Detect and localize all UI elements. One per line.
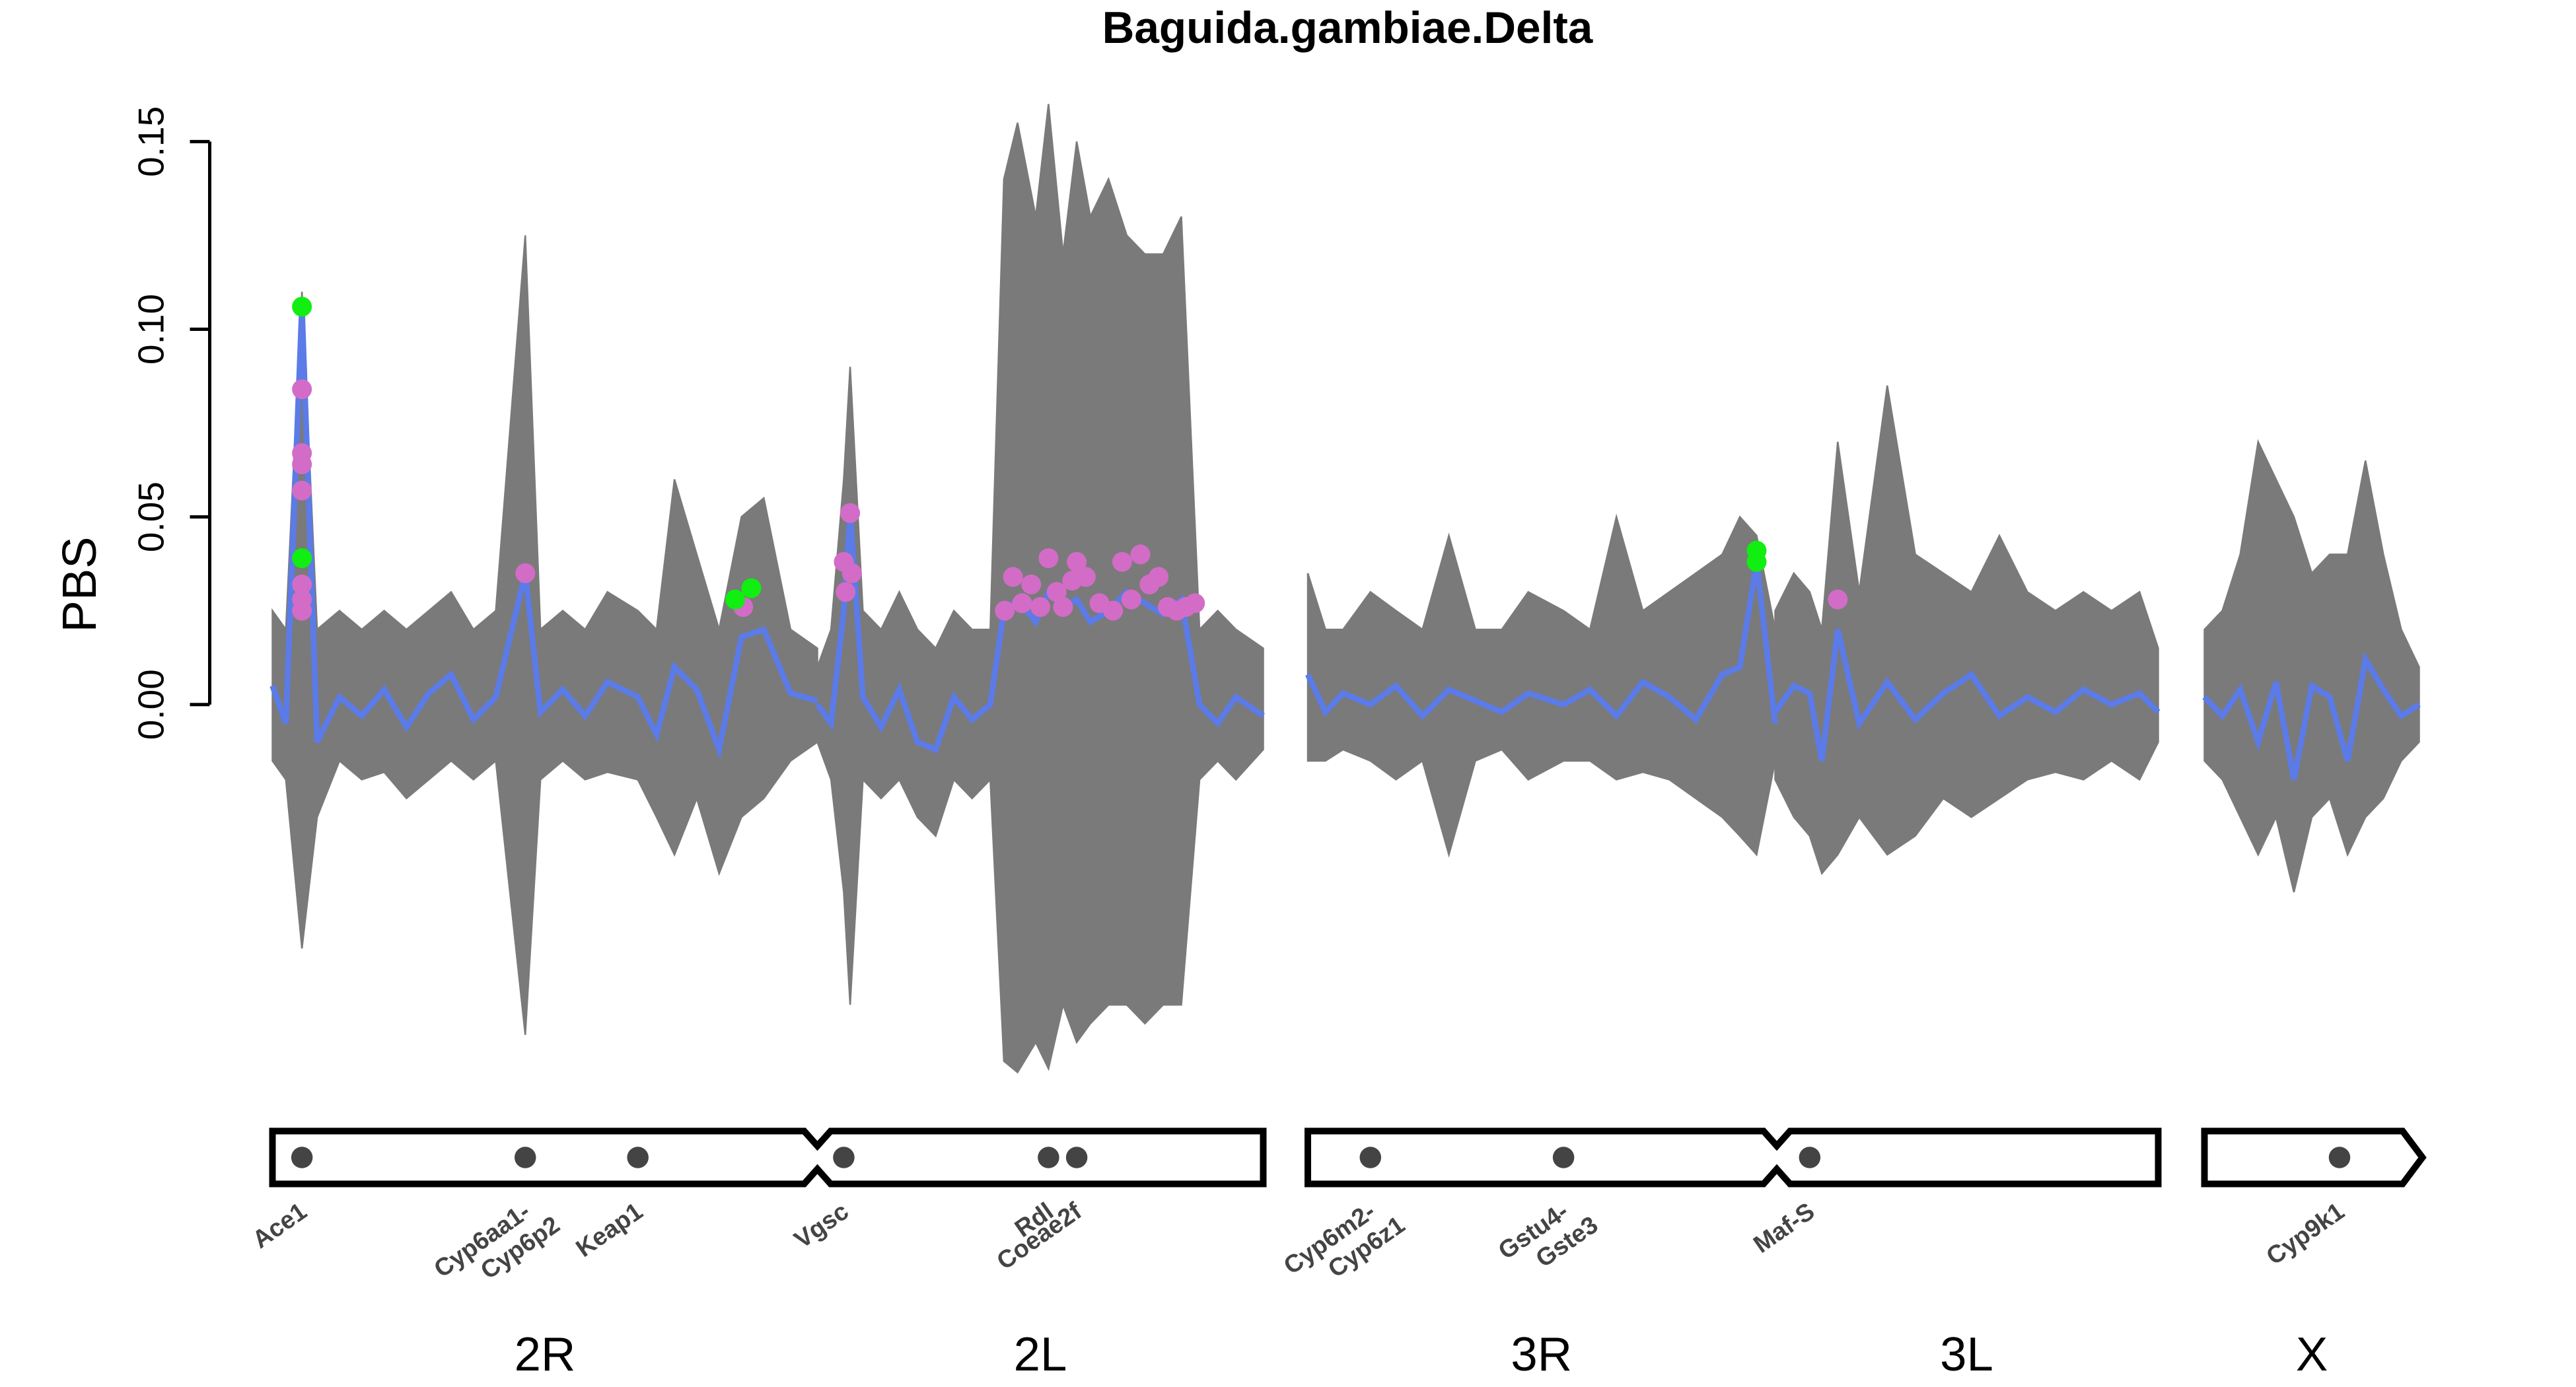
highlight-point (292, 574, 312, 594)
highlight-point (292, 480, 312, 501)
highlight-point (1053, 596, 1073, 617)
highlight-point (292, 379, 312, 400)
gene-marker (2328, 1147, 2351, 1168)
highlight-point (1046, 582, 1067, 602)
y-tick-label: 0.00 (131, 669, 172, 740)
pbs-line (1305, 561, 1778, 725)
gene-label: Cyp6aa1-Cyp6p2 (429, 1188, 565, 1306)
highlight-point (1030, 596, 1050, 617)
gene-marker (1065, 1147, 1088, 1168)
highlight-point (515, 563, 536, 583)
arm-label: 3R (1511, 1328, 1572, 1381)
envelope (2203, 439, 2420, 893)
arm-label: X (2296, 1328, 2328, 1381)
chromosome-2 (269, 1127, 1267, 1188)
highlight-point (1003, 567, 1023, 587)
envelope (1774, 385, 2159, 875)
highlight-point (1149, 567, 1169, 587)
pbs-line (1772, 629, 2161, 762)
arm-label: 2R (515, 1328, 576, 1381)
arm-label: 3L (1940, 1328, 1993, 1381)
envelope (271, 235, 818, 1035)
gene-marker (1359, 1147, 1382, 1168)
gene-label-line: Maf-S (1748, 1197, 1820, 1258)
highlight-point (725, 589, 746, 610)
gene-label-line: Vgsc (789, 1197, 854, 1254)
gene-marker (514, 1147, 536, 1168)
y-axis-label: PBS (53, 536, 106, 632)
highlight-point (292, 454, 312, 475)
y-tick-label: 0.05 (131, 481, 172, 552)
gene-label-line: Keap1 (571, 1197, 647, 1262)
pbs-line (269, 306, 818, 760)
gene-label: Cyp9k1 (2261, 1197, 2349, 1270)
gene-label: Cyp6m2-Cyp6z1 (1279, 1188, 1410, 1302)
highlight-point (836, 582, 856, 602)
gene-label-line: Ace1 (247, 1197, 312, 1254)
highlight-point (1746, 551, 1767, 572)
highlight-point (292, 297, 312, 317)
highlight-point (1021, 574, 1042, 594)
chromosome-x (2201, 1127, 2427, 1188)
gene-marker (833, 1147, 855, 1168)
y-tick-label: 0.10 (131, 294, 172, 365)
highlight-point (1038, 548, 1059, 569)
highlight-point (292, 600, 312, 621)
gene-marker (1552, 1147, 1575, 1168)
highlight-point (1103, 600, 1124, 621)
highlight-point (292, 548, 312, 569)
gene-label-line: Cyp9k1 (2261, 1197, 2349, 1270)
gene-label: Gstu4-Gste3 (1493, 1188, 1602, 1288)
gene-label: Vgsc (789, 1197, 854, 1254)
highlight-point (1012, 593, 1032, 614)
chart-title: Baguida.gambiae.Delta (1102, 3, 1593, 53)
gene-marker (1799, 1147, 1821, 1168)
highlight-point (1121, 589, 1141, 610)
gene-label: Keap1 (571, 1197, 647, 1262)
chromosome-3 (1305, 1127, 2162, 1188)
arm-label: 2L (1014, 1328, 1067, 1381)
highlight-point (1828, 589, 1848, 610)
highlight-point (1130, 544, 1151, 565)
highlight-point (1075, 567, 1096, 587)
points (292, 297, 1848, 621)
highlight-point (1067, 551, 1087, 572)
gene-label: Maf-S (1748, 1197, 1820, 1258)
highlight-point (840, 503, 861, 523)
highlight-point (1112, 551, 1132, 572)
pbs-line (2202, 651, 2421, 781)
gene-marker (291, 1147, 313, 1168)
highlight-point (841, 563, 862, 583)
envelope (1306, 513, 1776, 858)
chromosome-ideogram (269, 1127, 2427, 1188)
gene-marker (1038, 1147, 1059, 1168)
gene-marker (627, 1147, 649, 1168)
highlight-point (741, 578, 762, 598)
highlight-point (995, 600, 1015, 621)
gene-label: Ace1 (247, 1197, 312, 1254)
envelopes (271, 104, 2420, 1074)
highlight-point (1185, 593, 1205, 614)
y-tick-label: 0.15 (131, 106, 172, 177)
